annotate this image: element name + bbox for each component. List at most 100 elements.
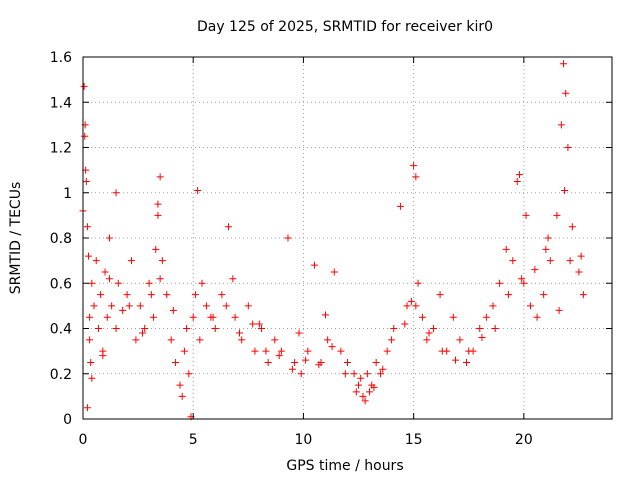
data-point <box>291 358 299 366</box>
data-point <box>211 325 219 332</box>
data-point <box>87 358 95 366</box>
data-point <box>99 352 107 360</box>
data-point <box>249 320 257 328</box>
data-point <box>560 60 568 68</box>
data-point <box>224 223 232 231</box>
data-point <box>361 397 369 405</box>
y-tick-label: 0.8 <box>50 231 72 247</box>
data-point <box>82 177 90 185</box>
chart-title: Day 125 of 2025, SRMTID for receiver kir… <box>197 19 493 35</box>
data-point <box>191 291 199 299</box>
x-axis-label: GPS time / hours <box>286 458 403 474</box>
data-point <box>295 329 303 337</box>
data-point <box>504 291 512 299</box>
data-point <box>449 313 457 321</box>
data-point <box>513 177 521 185</box>
data-point <box>156 173 164 181</box>
data-point <box>520 279 528 287</box>
data-point <box>196 336 204 344</box>
data-point <box>518 275 526 283</box>
y-tick-label: 1 <box>63 186 72 202</box>
data-point <box>154 211 162 219</box>
data-point <box>482 313 490 321</box>
data-point <box>169 306 177 314</box>
data-point <box>180 347 188 355</box>
data-point <box>310 261 318 269</box>
data-point <box>83 223 91 231</box>
x-tick-label: 20 <box>515 432 533 448</box>
grid-layer <box>83 57 612 419</box>
y-tick-label: 1.2 <box>50 141 72 157</box>
data-point <box>522 211 530 219</box>
data-point <box>396 202 404 210</box>
y-tick-label: 0.6 <box>50 276 72 292</box>
data-point <box>575 268 583 276</box>
data-point <box>264 358 272 366</box>
data-point <box>172 358 180 366</box>
data-point <box>275 352 283 360</box>
data-point <box>108 302 116 310</box>
data-point <box>141 325 149 332</box>
data-point <box>85 252 93 260</box>
data-point <box>355 381 363 389</box>
data-point <box>150 313 158 321</box>
data-point <box>383 347 391 355</box>
data-point <box>542 245 550 253</box>
data-point <box>463 358 471 366</box>
data-point <box>403 302 411 310</box>
data-point <box>94 325 102 332</box>
data-point <box>145 279 153 287</box>
data-point <box>297 370 305 378</box>
data-point <box>436 291 444 299</box>
data-point <box>553 211 561 219</box>
data-point <box>105 234 113 242</box>
data-point <box>158 257 166 265</box>
data-point <box>235 329 243 337</box>
data-point <box>125 302 133 310</box>
data-point <box>198 279 206 287</box>
data-point <box>491 325 499 332</box>
data-point <box>90 302 98 310</box>
data-point <box>407 297 415 305</box>
data-point <box>156 275 164 283</box>
data-point <box>341 370 349 378</box>
data-point <box>352 388 360 396</box>
data-point <box>80 82 88 90</box>
data-point <box>401 320 409 328</box>
data-point <box>132 336 140 344</box>
data-point <box>366 388 374 396</box>
data-point <box>531 266 539 274</box>
data-point <box>410 162 418 170</box>
data-point <box>178 392 186 400</box>
data-point <box>88 374 96 382</box>
data-point <box>577 252 585 260</box>
data-point <box>359 392 367 400</box>
data-point <box>496 279 504 287</box>
data-point <box>533 313 541 321</box>
data-point <box>337 347 345 355</box>
data-point <box>103 313 111 321</box>
data-point <box>509 257 517 265</box>
data-point <box>566 257 574 265</box>
data-point <box>557 121 565 129</box>
data-point <box>388 336 396 344</box>
data-point <box>189 313 197 321</box>
data-point <box>86 336 94 344</box>
data-point <box>423 336 431 344</box>
data-point <box>101 268 109 276</box>
data-point <box>350 370 358 378</box>
data-point <box>379 365 387 373</box>
data-point <box>456 336 464 344</box>
data-point <box>321 311 329 319</box>
x-tick-label: 0 <box>79 432 88 448</box>
data-point <box>255 320 263 328</box>
data-point <box>568 223 576 231</box>
y-tick-label: 0.4 <box>50 322 72 338</box>
data-point <box>238 336 246 344</box>
x-tick-label: 5 <box>189 432 198 448</box>
data-point <box>418 313 426 321</box>
data-point <box>476 325 484 332</box>
y-axis-label: SRMTID / TECUs <box>8 182 24 295</box>
data-point <box>176 381 184 389</box>
